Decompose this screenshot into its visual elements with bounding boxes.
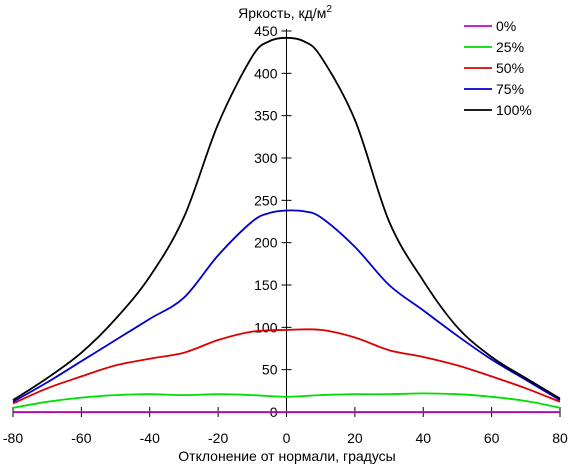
- y-tick-label: 450: [254, 23, 278, 39]
- x-tick-label: -60: [71, 430, 91, 446]
- y-tick-label: 300: [254, 150, 278, 166]
- legend-label: 100%: [496, 102, 532, 118]
- x-tick-label: 20: [347, 430, 363, 446]
- y-tick-label: 100: [254, 319, 278, 335]
- x-tick-label: -20: [208, 430, 228, 446]
- x-axis-title: Отклонение от нормали, градусы: [178, 448, 395, 464]
- legend-label: 25%: [496, 39, 524, 55]
- series-line-75pct: [12, 209, 561, 403]
- y-axis-title-text: Яркость, кд/м: [238, 5, 326, 21]
- x-tick-label: -40: [140, 430, 160, 446]
- x-tick-label: 60: [484, 430, 500, 446]
- legend-label: 75%: [496, 81, 524, 97]
- x-tick-label: 40: [415, 430, 431, 446]
- series-line-25pct: [12, 392, 561, 409]
- series-line-100pct: [12, 36, 561, 401]
- x-tick-label: -80: [3, 430, 23, 446]
- series-lines: [12, 36, 561, 413]
- y-tick-label: 250: [254, 192, 278, 208]
- y-tick-label: 150: [254, 277, 278, 293]
- y-axis-title: Яркость, кд/м2: [238, 4, 332, 21]
- y-tick-label: 350: [254, 108, 278, 124]
- y-tick-label: 400: [254, 65, 278, 81]
- x-tick-label: 80: [552, 430, 568, 446]
- y-axis-title-superscript: 2: [326, 4, 332, 15]
- legend-label: 50%: [496, 60, 524, 76]
- legend-label: 0%: [496, 18, 516, 34]
- y-tick-label: 200: [254, 235, 278, 251]
- legend: 0% 25% 50% 75% 100%: [464, 18, 532, 118]
- x-tick-label: 0: [283, 430, 291, 446]
- y-tick-label: 50: [262, 362, 278, 378]
- series-line-50pct: [12, 328, 561, 405]
